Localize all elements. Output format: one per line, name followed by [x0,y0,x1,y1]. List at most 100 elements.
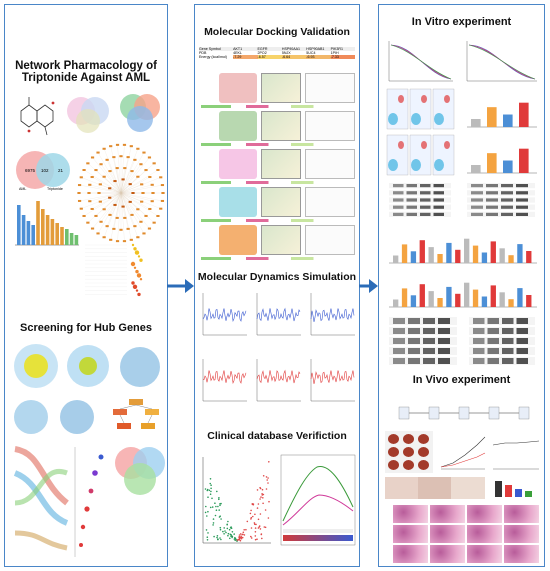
blot-band [393,212,404,216]
volcano-point [226,527,229,530]
volcano-point [212,522,215,524]
blot-band [433,205,444,209]
network-node [115,216,119,219]
volcano-point [243,534,246,536]
volcano-point [215,509,218,511]
docking-table-cell: -7.29 [233,55,258,59]
bar [499,292,505,307]
volcano-point [217,505,219,508]
blot-band [433,191,444,195]
volcano-point [261,488,264,491]
network-node [136,236,140,239]
flow-cytometry-plot [386,88,455,130]
volcano-point [229,533,232,536]
hub-network-e [60,400,94,434]
blot-band [487,358,499,364]
blot-band [438,318,450,324]
blot-band [486,205,498,209]
bar [464,238,470,263]
volcano-point [234,537,237,540]
network-node [121,205,125,208]
docking-legend-bar [201,257,351,260]
blot-band [393,318,405,324]
go-bar [45,215,50,245]
docking-table-cell: 1PIH [330,51,339,55]
bar [471,119,481,127]
he-stain-image [467,525,502,543]
bar [508,299,514,307]
network-node [98,183,102,186]
volcano-point [207,532,209,534]
docking-protein-image [219,73,257,103]
blot-band [516,191,528,195]
volcano-point [268,500,270,503]
bar [490,241,496,263]
hub-network-a [14,344,58,388]
algorithm-venn [115,447,165,495]
bar [437,298,443,307]
tumor-sample [388,447,399,457]
volcano-point [255,523,257,526]
md-trajectory-plot [202,359,247,402]
blot-band [408,318,420,324]
volcano-point [250,537,253,539]
network-title-line1: Network Pharmacology of [15,60,157,72]
western-blot [389,317,457,365]
docking-table-cell: -6.93 [306,55,331,59]
kegg-bubble [130,261,136,267]
network-node [144,169,148,172]
dynamics-title: Molecular Dynamics Simulation [197,271,357,283]
bar [393,255,399,263]
network-node [160,184,165,187]
volcano-point [242,531,245,534]
network-title: Network Pharmacology of Triptonide Again… [5,60,167,84]
volcano-point [267,517,270,519]
network-node [108,196,112,199]
volcano-point [246,520,249,523]
bar [419,240,425,263]
bar [464,282,470,307]
volcano-point [218,509,220,511]
blot-band [516,212,528,216]
western-blot-quantification [389,238,537,264]
bar [401,288,408,307]
cytohubba-gene-network [113,399,159,429]
network-node [144,214,148,217]
bar [517,244,523,263]
network-node [151,192,155,194]
blot-band [502,338,514,344]
blot-band [420,212,431,216]
docking-pocket-image [261,225,301,255]
blot-band [420,198,431,202]
network-node [156,214,160,217]
blot-band [487,318,499,324]
target-source-venn [67,97,109,133]
bar [526,251,532,263]
tumor-sample [418,447,429,457]
go-bar [17,205,21,245]
go-enrichment-bars [15,201,79,246]
volcano-point [209,482,211,485]
tumor-photo [385,431,433,473]
docking-legend-bar [201,143,351,146]
network-node [136,175,140,178]
blot-band [487,348,499,354]
docking-table-cell: EGFR [257,47,268,51]
network-node [90,176,94,179]
blot-band [420,191,431,195]
network-node [102,208,106,211]
volcano-point [261,494,264,496]
network-node [97,192,101,194]
network-node [90,156,95,159]
network-node [126,227,130,230]
bar [455,293,461,307]
blot-band [471,184,483,188]
docking-table-cell: HSP90AB1 [306,47,325,51]
volcano-point [225,531,227,534]
kegg-bubble [132,284,138,289]
bar [428,291,434,307]
bar [446,286,452,307]
network-node [109,145,113,148]
volcano-point [249,512,252,515]
volcano-point [258,525,261,527]
